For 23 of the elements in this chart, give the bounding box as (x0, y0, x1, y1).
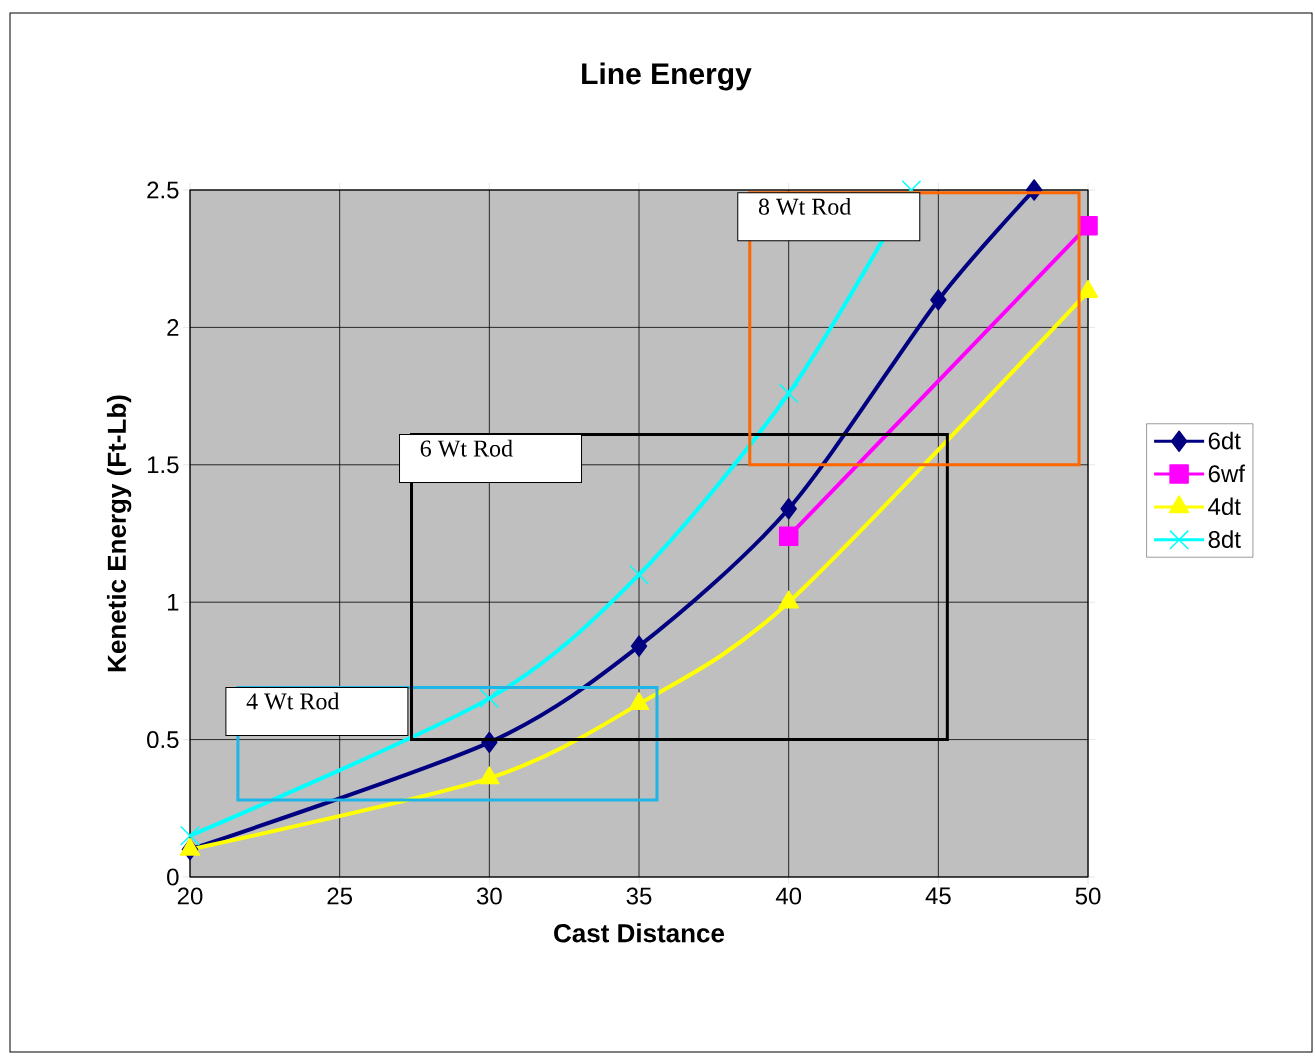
x-tick-label: 35 (626, 887, 652, 905)
y-tick-label: 1.5 (147, 456, 179, 474)
x-axis-title: Cast Distance (554, 923, 725, 943)
annotation: 6 Wt Rod (420, 439, 513, 457)
y-tick-label: 0 (167, 868, 179, 886)
x-tick-label: 25 (327, 887, 353, 905)
legend-label: 4dt (1208, 497, 1241, 516)
y-tick-label: 2.5 (147, 181, 179, 199)
x-tick-label: 40 (775, 887, 802, 905)
legend-label: 8dt (1208, 530, 1241, 548)
x-tick-label: 45 (925, 887, 951, 905)
annotation: 4 Wt Rod (246, 692, 340, 710)
legend-label: 6dt (1208, 431, 1241, 450)
y-tick-label: 1 (167, 593, 179, 611)
x-tick-label: 30 (476, 887, 502, 905)
x-tick-label: 50 (1075, 887, 1101, 905)
chart-title: Line Energy (582, 62, 752, 91)
annotation: 8 Wt Rod (758, 197, 852, 215)
x-tick-label: 20 (177, 887, 203, 905)
y-tick-label: 0.5 (147, 731, 179, 749)
legend-label: 6wf (1208, 464, 1245, 483)
y-tick-label: 2 (167, 319, 179, 336)
y-axis-title: Kenetic Energy (Ft-Lb) (106, 395, 132, 672)
